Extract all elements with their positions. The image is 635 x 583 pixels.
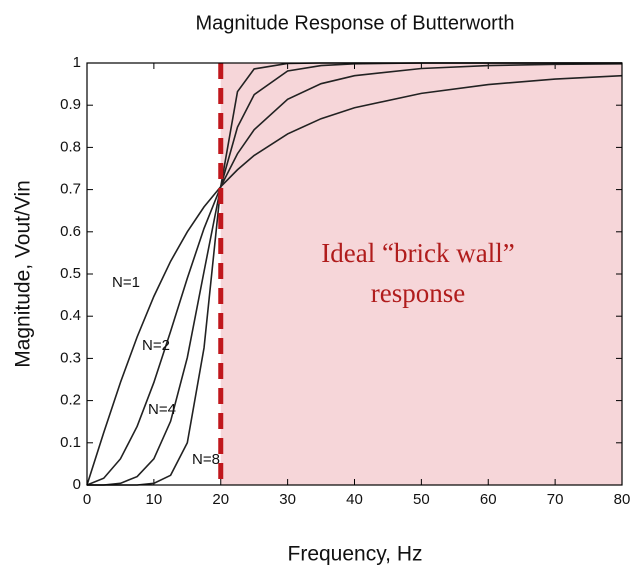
y-tick-label: 0.4 — [60, 307, 81, 324]
y-tick-label: 0.6 — [60, 223, 81, 240]
x-tick-label: 70 — [547, 491, 564, 508]
curve-label: N=8 — [192, 451, 220, 468]
curve-label: N=4 — [148, 401, 176, 418]
chart-title: Magnitude Response of Butterworth — [195, 12, 514, 34]
y-tick-label: 0.1 — [60, 434, 81, 451]
curve — [86, 74, 623, 486]
x-tick-label: 20 — [212, 491, 229, 508]
plot-frame — [86, 62, 623, 486]
y-tick-label: 0.8 — [60, 138, 81, 155]
x-tick-label: 0 — [83, 491, 91, 508]
x-tick-label: 40 — [346, 491, 363, 508]
annotation: Ideal “brick wall” — [321, 238, 514, 268]
y-axis-label: Magnitude, Vout/Vin — [12, 180, 35, 368]
x-tick-label: 50 — [413, 491, 430, 508]
curve-label: N=1 — [112, 274, 140, 291]
y-tick-label: 1 — [73, 54, 81, 71]
x-tick-label: 30 — [279, 491, 296, 508]
y-tick-label: 0.9 — [60, 96, 81, 113]
y-tick-label: 0.2 — [60, 392, 81, 409]
x-tick-label: 60 — [480, 491, 497, 508]
x-axis-label: Frequency, Hz — [288, 543, 423, 566]
annotation: response — [371, 278, 465, 308]
y-tick-label: 0.3 — [60, 349, 81, 366]
y-tick-label: 0.7 — [60, 181, 81, 198]
brick-wall-region — [220, 63, 622, 485]
x-tick-label: 80 — [614, 491, 631, 508]
y-tick-label: 0.5 — [60, 265, 81, 282]
curve — [86, 63, 623, 486]
curve-label: N=2 — [142, 337, 170, 354]
x-tick-label: 10 — [146, 491, 163, 508]
y-tick-label: 0 — [73, 476, 81, 493]
